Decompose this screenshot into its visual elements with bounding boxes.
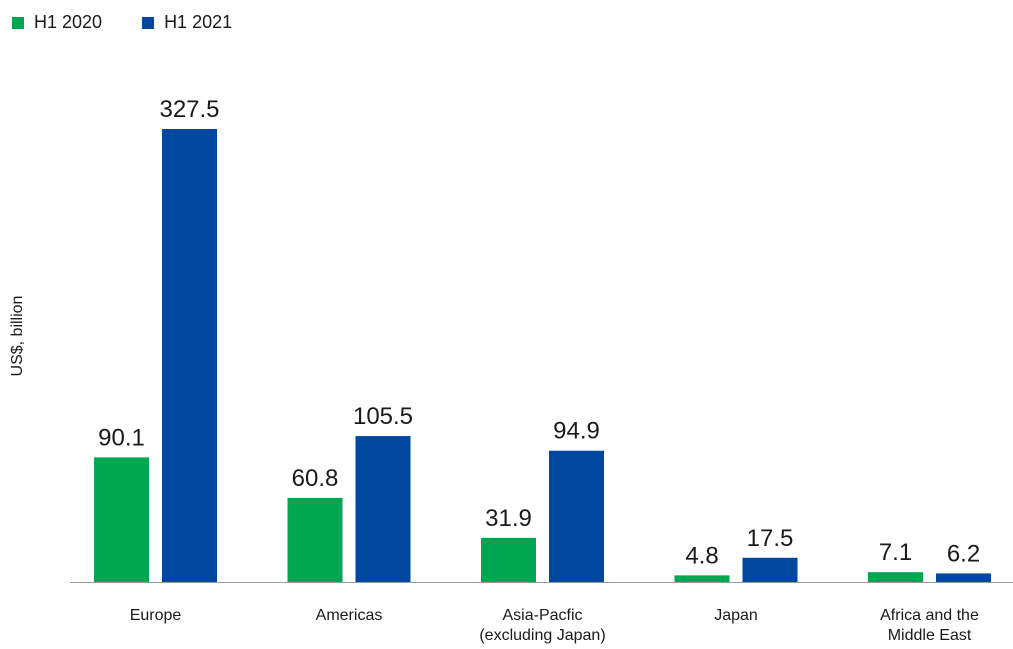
bar-h1-2021-3	[742, 557, 798, 582]
x-tick-label-line: Middle East	[888, 627, 972, 644]
data-label: 17.5	[747, 525, 794, 552]
bar-h1-2021-0	[162, 129, 217, 582]
data-label: 7.1	[879, 539, 912, 566]
x-tick-label: Europe	[130, 607, 182, 624]
data-label: 105.5	[353, 403, 413, 430]
data-label: 94.9	[553, 418, 600, 445]
bar-h1-2020-4	[868, 572, 923, 582]
bar-h1-2020-3	[674, 575, 730, 582]
x-tick-label: Africa and the Middle East	[880, 607, 979, 644]
data-label: 90.1	[98, 424, 145, 451]
x-tick-label-line: Asia-Pacfic	[502, 607, 582, 624]
data-label: 6.2	[947, 540, 980, 567]
x-tick-label: Asia-Pacfic (excluding Japan)	[479, 607, 605, 644]
x-tick-label-line: Americas	[316, 607, 383, 624]
legend-label-h1-2020: H1 2020	[34, 12, 103, 32]
legend-item-h1-2021: H1 2021	[142, 12, 232, 33]
x-tick-label-line: Japan	[714, 607, 758, 624]
x-tick-label: Japan	[714, 607, 758, 624]
x-tick-label-line: Africa and the	[880, 607, 979, 624]
legend-swatch-h1-2021	[142, 16, 155, 29]
bar-h1-2021-4	[936, 573, 991, 582]
x-tick-label-line: (excluding Japan)	[479, 627, 605, 644]
bar-h1-2021-2	[549, 450, 604, 582]
data-label: 60.8	[292, 465, 339, 492]
data-label: 4.8	[685, 542, 718, 569]
legend-label-h1-2021: H1 2021	[164, 12, 233, 32]
chart-legend: H1 2020 H1 2021	[12, 12, 232, 33]
legend-swatch-h1-2020	[12, 16, 24, 29]
bar-h1-2020-0	[94, 457, 149, 582]
x-tick-label-line: Europe	[130, 607, 182, 624]
bar-h1-2020-2	[481, 537, 536, 582]
bar-h1-2021-1	[355, 436, 411, 582]
data-label: 31.9	[485, 505, 532, 532]
x-tick-label: Americas	[316, 607, 383, 624]
bar-h1-2020-1	[287, 497, 343, 582]
legend-item-h1-2020: H1 2020	[12, 12, 102, 33]
data-label: 327.5	[159, 96, 219, 123]
